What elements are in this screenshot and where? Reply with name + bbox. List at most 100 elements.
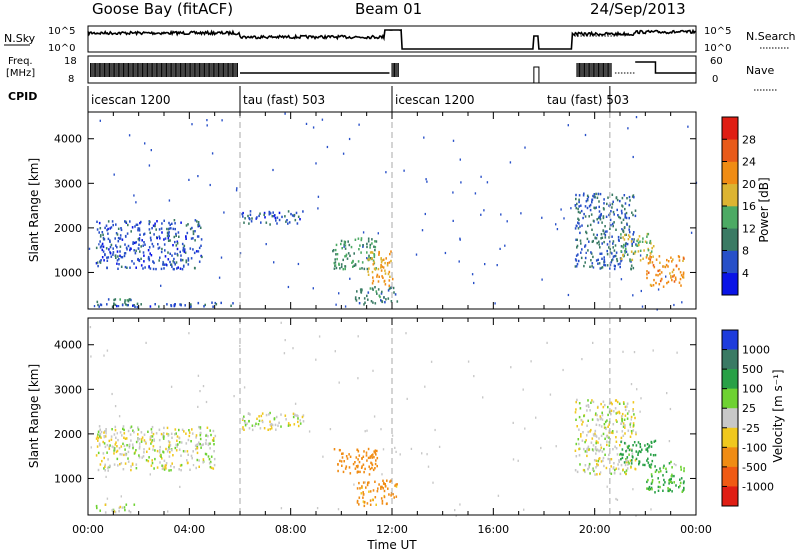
- echo-cell: [580, 419, 583, 422]
- echo-cell: [432, 481, 434, 484]
- echo-cell: [624, 249, 626, 253]
- echo-cell: [647, 262, 650, 265]
- echo-cell: [425, 178, 427, 181]
- echo-cell: [182, 247, 185, 250]
- echo-cell: [494, 302, 496, 305]
- echo-cell: [373, 255, 376, 259]
- nsearch-tick-high: 10^5: [704, 26, 731, 37]
- echo-cell: [665, 467, 667, 470]
- echo-cell: [109, 252, 112, 255]
- echo-cell: [591, 240, 594, 243]
- echo-cell: [640, 450, 642, 454]
- echo-cell: [623, 194, 626, 197]
- echo-cell: [273, 261, 275, 264]
- echo-cell: [617, 463, 619, 466]
- echo-cell: [621, 196, 624, 200]
- echo-cell: [603, 423, 606, 426]
- echo-cell: [125, 437, 128, 440]
- echo-cell: [138, 227, 141, 230]
- echo-cell: [369, 287, 372, 290]
- echo-cell: [601, 418, 604, 421]
- echo-cell: [373, 262, 376, 265]
- echo-cell: [194, 444, 197, 447]
- echo-cell: [111, 392, 113, 396]
- echo-cell: [164, 465, 166, 469]
- echo-cell: [611, 259, 613, 262]
- echo-cell: [167, 510, 169, 513]
- echo-cell: [185, 432, 187, 435]
- echo-cell: [644, 463, 646, 467]
- echo-cell: [646, 276, 648, 280]
- echo-cell: [144, 243, 146, 246]
- echo-cell: [690, 231, 693, 234]
- echo-cell: [159, 237, 161, 240]
- echo-cell: [383, 296, 385, 299]
- echo-cell: [520, 212, 522, 215]
- echo-cell: [363, 470, 365, 474]
- echo-cell: [595, 435, 598, 438]
- cpid-label: CPID: [8, 90, 37, 103]
- y-tick-label: 3000: [54, 177, 82, 190]
- echo-cell: [680, 465, 682, 469]
- echo-cell: [626, 456, 629, 459]
- echo-cell: [587, 249, 589, 252]
- nsearch-tick-low: 10^0: [704, 43, 731, 54]
- echo-cell: [144, 440, 147, 444]
- echo-cell: [598, 424, 601, 427]
- echo-cell: [598, 205, 600, 209]
- echo-cell: [166, 234, 169, 237]
- echo-cell: [567, 293, 570, 297]
- cpid-segment-label: tau (fast) 503: [243, 93, 325, 107]
- echo-cell: [130, 439, 132, 442]
- echo-cell: [118, 415, 121, 418]
- echo-cell: [621, 228, 623, 231]
- echo-cell: [353, 483, 355, 486]
- echo-cell: [104, 435, 107, 438]
- echo-cell: [232, 302, 234, 305]
- echo-cell: [140, 220, 142, 224]
- echo-cell: [199, 427, 202, 430]
- echo-cell: [186, 459, 188, 462]
- echo-cell: [346, 257, 349, 260]
- echo-cell: [368, 490, 370, 493]
- echo-cell: [599, 471, 602, 474]
- echo-cell: [452, 139, 455, 142]
- echo-cell: [197, 224, 199, 227]
- echo-cell: [372, 279, 375, 283]
- echo-cell: [614, 445, 616, 448]
- echo-cell: [110, 243, 113, 247]
- echo-cell: [175, 432, 177, 435]
- echo-cell: [624, 251, 626, 254]
- echo-cell: [631, 455, 634, 458]
- echo-cell: [621, 419, 623, 423]
- echo-cell: [103, 259, 105, 262]
- echo-cell: [616, 400, 619, 404]
- echo-cell: [584, 256, 587, 260]
- echo-cell: [649, 258, 652, 261]
- echo-cell: [486, 181, 489, 184]
- echo-cell: [580, 433, 582, 436]
- echo-cell: [189, 468, 191, 471]
- echo-cell: [386, 262, 389, 265]
- echo-cell: [197, 301, 200, 305]
- velocity-colorbar-label: Velocity [m s⁻¹]: [771, 369, 785, 462]
- echo-cell: [546, 341, 548, 344]
- echo-cell: [575, 408, 577, 411]
- echo-cell: [163, 459, 166, 462]
- echo-cell: [599, 214, 602, 217]
- echo-cell: [284, 339, 286, 342]
- echo-cell: [341, 464, 343, 467]
- colorbar-swatch: [722, 486, 738, 507]
- echo-cell: [638, 460, 641, 463]
- echo-cell: [176, 267, 178, 270]
- echo-cell: [128, 443, 131, 446]
- echo-cell: [361, 457, 363, 460]
- echo-cell: [192, 248, 194, 251]
- echo-cell: [635, 116, 638, 119]
- echo-cell: [385, 171, 387, 174]
- echo-cell: [387, 289, 390, 292]
- echo-cell: [600, 443, 602, 446]
- echo-cell: [116, 233, 119, 236]
- echo-cell: [662, 265, 665, 268]
